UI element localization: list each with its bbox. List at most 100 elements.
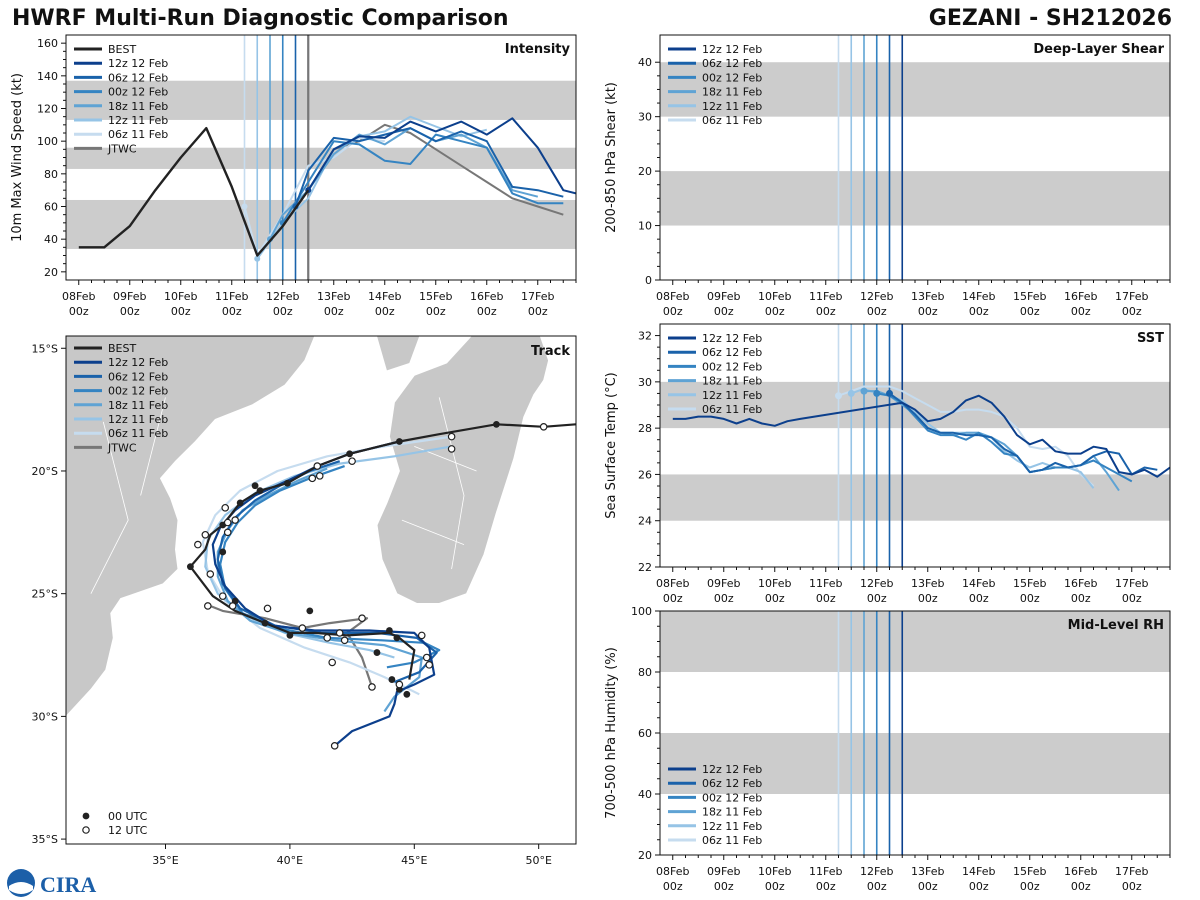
y-tick-label: 40 xyxy=(638,788,652,801)
x-tick-sublabel: 00z xyxy=(1122,592,1142,605)
x-tick-label: 08Feb xyxy=(656,290,689,303)
marker-legend-label: 12 UTC xyxy=(108,824,148,837)
marker-legend-12utc xyxy=(82,826,90,834)
track-line-jtwc xyxy=(209,604,374,688)
track-point-00utc xyxy=(186,563,194,571)
track-point-12utc xyxy=(335,629,344,637)
x-tick-label: 11Feb xyxy=(809,577,842,590)
track-point-00utc xyxy=(492,420,500,428)
x-tick-label: 14Feb xyxy=(962,290,995,303)
y-axis-label: 200-850 hPa Shear (kt) xyxy=(604,82,619,233)
track-point-12utc xyxy=(358,614,366,623)
x-tick-label: 13Feb xyxy=(911,290,944,303)
series-line-00z-12-feb xyxy=(281,133,564,224)
track-point-00utc xyxy=(306,607,314,615)
track-point-12utc xyxy=(313,462,322,470)
legend-label: 18z 11 Feb xyxy=(108,100,168,113)
series-line-12z-11-feb xyxy=(256,115,488,260)
madagascar-landmass xyxy=(376,336,550,604)
legend-label: 12z 11 Feb xyxy=(702,389,762,402)
track-point-00utc xyxy=(386,627,393,634)
x-tick-label: 45°E xyxy=(401,854,427,867)
y-tick-label: 40 xyxy=(44,233,58,246)
y-tick-label: 80 xyxy=(44,168,58,181)
x-tick-label: 08Feb xyxy=(656,865,689,878)
x-tick-sublabel: 00z xyxy=(273,305,293,318)
x-tick-label: 10Feb xyxy=(758,577,791,590)
track-point-12utc xyxy=(206,570,215,578)
x-tick-label: 11Feb xyxy=(215,290,248,303)
x-tick-label: 09Feb xyxy=(707,865,740,878)
y-tick-label: 30 xyxy=(638,376,652,389)
track-point-12utc xyxy=(263,604,272,613)
x-tick-sublabel: 00z xyxy=(324,305,344,318)
track-point-00utc xyxy=(261,619,269,627)
threshold-band xyxy=(660,474,1170,521)
x-tick-label: 15Feb xyxy=(1013,290,1046,303)
marker-legend-00utc xyxy=(82,812,90,820)
track-point-12utc xyxy=(315,472,324,480)
track-point-00utc xyxy=(393,634,401,642)
x-tick-label: 12Feb xyxy=(860,290,893,303)
y-tick-label: 100 xyxy=(37,135,58,148)
y-tick-label: 60 xyxy=(44,201,58,214)
legend-label: 06z 12 Feb xyxy=(702,777,762,790)
legend-label: 06z 12 Feb xyxy=(702,57,762,70)
track-point-12utc xyxy=(228,602,237,610)
x-tick-sublabel: 00z xyxy=(918,305,938,318)
legend-label: 06z 12 Feb xyxy=(702,346,762,359)
x-tick-sublabel: 00z xyxy=(663,592,683,605)
island-landmass xyxy=(377,336,420,371)
legend-label: 12z 11 Feb xyxy=(702,820,762,833)
x-tick-label: 13Feb xyxy=(317,290,350,303)
threshold-band xyxy=(66,80,576,120)
y-tick-label: 10 xyxy=(638,220,652,233)
x-tick-sublabel: 00z xyxy=(1122,880,1142,893)
track-point-12utc xyxy=(447,445,456,453)
x-tick-sublabel: 00z xyxy=(969,592,989,605)
x-tick-sublabel: 00z xyxy=(477,305,497,318)
track-point-12utc xyxy=(204,602,212,610)
panel-title: Deep-Layer Shear xyxy=(1033,42,1164,57)
x-tick-sublabel: 00z xyxy=(663,305,683,318)
x-tick-label: 40°E xyxy=(277,854,303,867)
x-tick-label: 09Feb xyxy=(707,290,740,303)
series-start-point xyxy=(873,389,881,397)
series-start-point xyxy=(241,203,248,210)
x-tick-sublabel: 00z xyxy=(171,305,191,318)
track-point-00utc xyxy=(395,438,403,445)
admin-border xyxy=(140,397,166,496)
series-start-point xyxy=(254,255,261,262)
y-tick-label: 0 xyxy=(645,274,652,287)
series-line-00z-12-feb xyxy=(876,392,1133,483)
x-tick-sublabel: 00z xyxy=(816,592,836,605)
legend-label: 12z 12 Feb xyxy=(702,332,762,345)
track-point-12utc xyxy=(328,658,336,667)
x-tick-sublabel: 00z xyxy=(69,305,89,318)
legend-label: 12z 11 Feb xyxy=(108,114,168,127)
y-tick-label: 22 xyxy=(638,561,652,574)
panel-track: 15°S 20°S 25°S 30°S 35°S 35°E 40°E 45°E 50°E Trac… xyxy=(32,335,577,867)
legend-label: 18z 11 Feb xyxy=(108,399,168,412)
x-tick-label: 17Feb xyxy=(1115,577,1148,590)
legend-label: 00z 12 Feb xyxy=(702,360,762,373)
x-tick-label: 10Feb xyxy=(758,290,791,303)
admin-border xyxy=(401,519,465,545)
x-tick-sublabel: 00z xyxy=(867,880,887,893)
x-tick-label: 10Feb xyxy=(758,865,791,878)
track-line-12z-11-feb xyxy=(204,445,452,659)
x-tick-sublabel: 00z xyxy=(765,305,785,318)
x-tick-label: 13Feb xyxy=(911,865,944,878)
legend-label: 12z 12 Feb xyxy=(108,356,168,369)
x-tick-label: 14Feb xyxy=(368,290,401,303)
best-track-line xyxy=(78,126,310,257)
x-tick-sublabel: 00z xyxy=(222,305,242,318)
x-tick-sublabel: 00z xyxy=(1020,305,1040,318)
marker-legend-label: 00 UTC xyxy=(108,810,148,823)
y-tick-label: 20°S xyxy=(32,465,58,478)
legend-label: 00z 12 Feb xyxy=(702,71,762,84)
panel-intensity: 20 40 60 80 100 120 140 160 08Feb 00z 09Feb 00z 10Fe… xyxy=(10,34,577,318)
legend-label: 12z 12 Feb xyxy=(702,763,762,776)
track-point-00utc xyxy=(236,499,244,507)
x-tick-label: 35°E xyxy=(152,854,178,867)
